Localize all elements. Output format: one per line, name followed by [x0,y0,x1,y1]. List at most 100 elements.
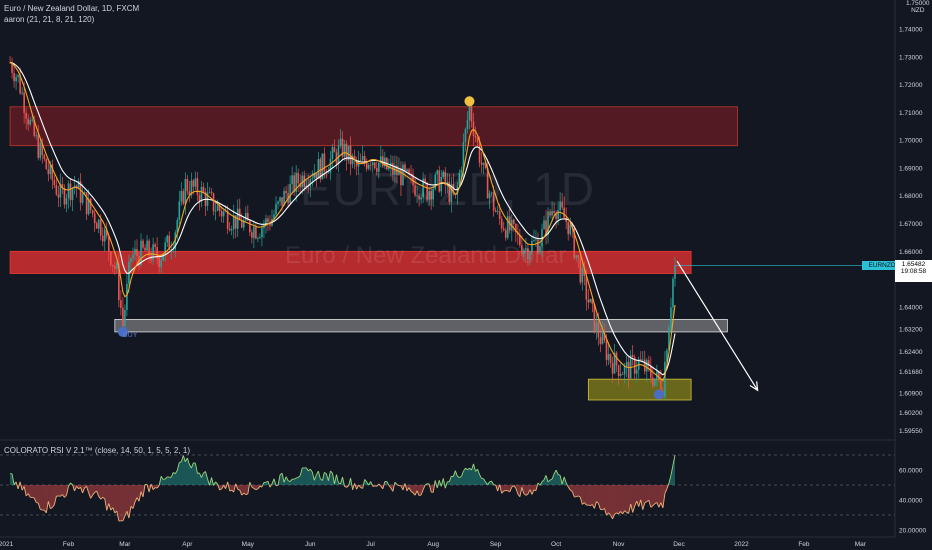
rsi-area-segment [286,476,289,485]
rsi-area-segment [181,455,184,485]
candle-body [21,92,23,94]
candle-body [347,145,350,161]
candle-body [559,201,561,211]
candle-body [291,175,293,184]
rsi-area-segment [102,485,105,499]
candle-body [569,224,572,235]
rsi-line-segment [21,486,25,491]
rsi-line-segment [325,473,329,481]
candle-body [666,350,668,362]
candle-body [406,169,408,172]
rsi-area-segment [153,485,156,490]
rsi-area-segment [612,485,615,519]
candle-body [91,210,94,214]
rsi-area-segment [98,485,101,500]
rsi-area-segment [618,485,621,514]
candle-body [208,191,211,193]
candle-body [402,164,404,186]
rsi-line-segment [150,483,154,490]
countdown: 19:08:58 [900,268,927,275]
time-tick: Feb [63,541,75,548]
rsi-area-segment [634,485,637,507]
candle-body [255,226,257,239]
rsi-area-segment [447,481,450,485]
candle-body [633,357,636,374]
candle-body [57,194,60,198]
rsi-area-segment [614,485,617,515]
rsi-area-segment [50,485,53,509]
candle-body [190,180,193,196]
rsi-line-segment [392,482,396,492]
candle-body [416,195,418,197]
candle-body [267,218,269,223]
rsi-area-segment [455,470,458,485]
rsi-area-segment [590,485,593,506]
candle-body [521,245,523,254]
candle-body [327,172,330,174]
rsi-line-segment [444,481,448,489]
rsi-area-segment [656,485,659,508]
candle-body [359,160,362,161]
rsi-line-segment [104,498,108,511]
rsi-line-segment [414,490,418,496]
rsi-line-segment [27,493,31,498]
candle-body [420,197,422,200]
candle-body [579,258,582,283]
rsi-line-segment [503,490,506,492]
rsi-line-segment [543,475,547,481]
rsi-indicator-title[interactable]: COLORATO RSI V 2.1™ (close, 14, 50, 1, 5… [4,446,191,455]
rsi-line-segment [406,487,410,492]
candle-body [23,92,25,113]
rsi-area-segment [602,485,605,510]
candle-body [283,190,285,206]
rsi-line-segment [352,483,356,490]
watermark-name: Euro / New Zealand Dollar [285,242,567,269]
rsi-fill [9,454,676,522]
rsi-area-segment [36,485,39,504]
rsi-line-segment [571,491,575,497]
candle-body [609,354,612,364]
rsi-tick: 40.0000 [899,498,923,505]
indicator-title[interactable]: aaron (21, 21, 8, 21, 120) [4,15,95,24]
rsi-line-segment [68,482,71,487]
rsi-line-segment [225,481,229,489]
candle-body [660,379,662,392]
rsi-line-segment [179,461,182,463]
rsi-line-segment [630,503,634,513]
candle-body [557,210,559,219]
candle-body [492,192,495,211]
rsi-line-segment [211,477,214,486]
rsi-line-segment [513,485,517,489]
candle-body [563,207,565,218]
rsi-area-segment [104,485,107,511]
candle-body [29,119,31,125]
price-tick: 1.71000 [899,110,923,117]
rsi-area-segment [650,485,653,508]
rsi-line-segment [140,491,144,498]
rsi-area-segment [120,485,123,521]
candle-body [650,365,652,378]
time-tick: Apr [182,541,193,548]
candle-body [107,236,110,252]
price-tick: 1.73000 [899,54,923,61]
rsi-area-segment [475,469,478,485]
candle-body [109,251,112,265]
rsi-line-segment [356,484,360,490]
rsi-line-segment [257,485,261,490]
rsi-area-segment [548,480,551,485]
candle-body [329,158,332,173]
rsi-line-segment [205,471,208,479]
rsi-line-segment [378,483,382,487]
candle-body [27,118,29,125]
candle-body [422,178,424,198]
rsi-line-segment [608,512,611,516]
rsi-line-segment [66,486,69,496]
rsi-line-segment [591,504,595,509]
rsi-line-segment [428,483,432,493]
rsi-line-segment [424,483,428,486]
candle-body [331,147,334,159]
rsi-line-segment [299,467,303,476]
rsi-area-segment [173,472,176,485]
rsi-line-segment [334,474,337,485]
